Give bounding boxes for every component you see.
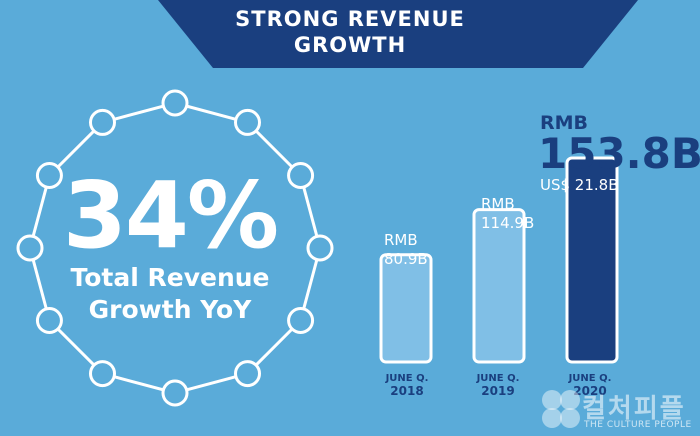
x-tick-2019: JUNE Q. 2019 <box>453 372 543 398</box>
bar-label-2019-currency: RMB <box>481 195 515 213</box>
x-tick-2019-quarter: JUNE Q. <box>476 373 520 384</box>
x-tick-2018-year: 2018 <box>390 384 424 398</box>
bar-label-2020-value: 153.8B <box>538 129 700 178</box>
growth-label-line2: Growth YoY <box>88 295 252 324</box>
watermark-english: THE CULTURE PEOPLE <box>584 420 692 430</box>
bar-label-2020-usd: US$ 21.8B <box>540 176 619 194</box>
bar-label-2019: RMB 114.9B <box>481 195 534 233</box>
bar-label-2018-currency: RMB <box>384 231 418 249</box>
ring-node <box>234 360 261 388</box>
banner-title: STRONG REVENUE GROWTH <box>0 6 700 58</box>
ring-node <box>287 307 315 334</box>
ring-node <box>287 162 315 189</box>
x-tick-2020-quarter: JUNE Q. <box>568 373 612 384</box>
ring-node <box>89 108 116 136</box>
ring-node <box>306 234 334 262</box>
bar-2019 <box>472 208 526 364</box>
x-tick-2018-quarter: JUNE Q. <box>385 373 429 384</box>
x-tick-2020-year: 2020 <box>573 384 607 398</box>
ring-node <box>161 379 189 407</box>
x-tick-2019-year: 2019 <box>481 384 515 398</box>
x-tick-2018: JUNE Q. 2018 <box>362 372 452 398</box>
bar-2018 <box>379 253 433 364</box>
ring-node <box>35 307 63 334</box>
watermark-logo-icon <box>542 390 580 428</box>
bar-label-2019-value: 114.9B <box>481 214 535 232</box>
bar-label-2018: RMB 80.9B <box>384 231 428 269</box>
banner-shape <box>158 0 638 68</box>
watermark-korean: 컬처피플 <box>582 394 686 424</box>
watermark: 컬처피플 THE CULTURE PEOPLE <box>540 386 700 436</box>
ring-node <box>16 234 44 262</box>
bar-label-2018-value: 80.9B <box>384 250 428 268</box>
x-tick-2020: JUNE Q. 2020 <box>545 372 635 398</box>
ring-node <box>234 108 261 136</box>
growth-percentage: 34% <box>62 162 279 269</box>
bar-2020 <box>565 156 619 364</box>
ring-node <box>161 89 189 117</box>
banner-title-line2: GROWTH <box>293 33 407 57</box>
banner-title-line1: STRONG REVENUE <box>235 7 465 31</box>
growth-label: Total Revenue Growth YoY <box>40 262 300 326</box>
growth-label-line1: Total Revenue <box>70 263 270 292</box>
ring-node <box>35 162 63 189</box>
bar-label-2020-currency: RMB <box>540 112 589 134</box>
title-banner: STRONG REVENUE GROWTH <box>0 0 700 70</box>
ring-node <box>89 360 116 388</box>
